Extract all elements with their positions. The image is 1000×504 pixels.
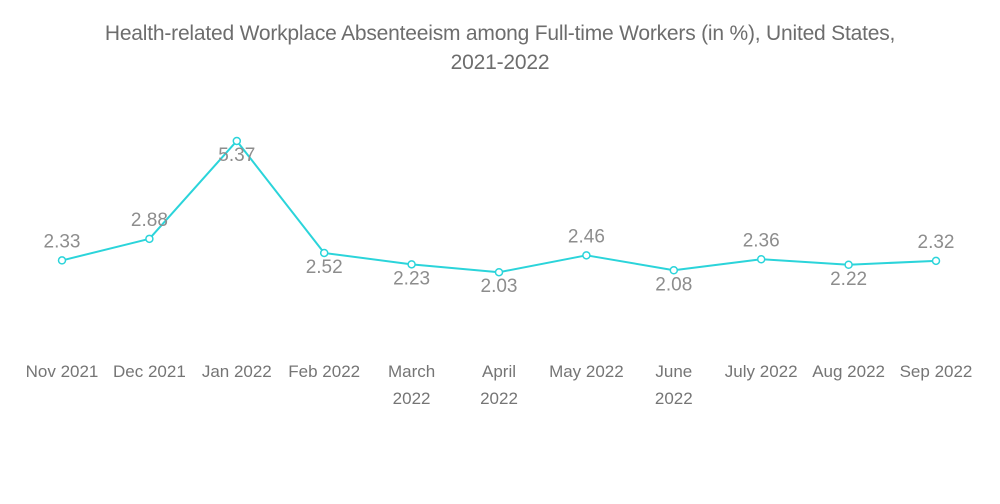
value-label-10: 2.32 [918, 232, 955, 253]
data-point-marker-7[interactable] [669, 266, 679, 275]
x-axis-label-5: April 2022 [480, 362, 518, 408]
value-label-5: 2.03 [481, 276, 518, 297]
chart-title-line1: Health-related Workplace Absenteeism amo… [104, 22, 896, 45]
x-axis-label-1: Dec 2021 [113, 362, 186, 381]
value-label-7: 2.08 [655, 274, 692, 295]
data-point-marker-1[interactable] [145, 234, 154, 244]
x-axis-label-3: Feb 2022 [288, 362, 360, 381]
x-axis-label-9: Aug 2022 [812, 362, 885, 381]
data-point-marker-0[interactable] [57, 256, 67, 265]
x-axis-label-2: Jan 2022 [202, 362, 272, 381]
data-point-marker-3[interactable] [319, 248, 329, 258]
value-label-4: 2.23 [393, 268, 430, 289]
x-axis-label-10: Sep 2022 [900, 362, 973, 381]
value-label-2: 5.37 [218, 145, 255, 166]
x-axis-label-0: Nov 2021 [26, 362, 99, 381]
value-label-1: 2.88 [131, 210, 168, 231]
data-point-marker-5[interactable] [494, 267, 504, 277]
value-label-8: 2.36 [743, 230, 780, 251]
chart-title-line2: 2021-2022 [450, 51, 550, 74]
data-point-marker-8[interactable] [756, 255, 766, 264]
x-axis-label-4: March 2022 [388, 362, 435, 408]
x-axis-label-8: July 2022 [725, 362, 798, 381]
value-label-3: 2.52 [306, 257, 343, 278]
chart-title: Health-related Workplace Absenteeism amo… [0, 19, 1000, 77]
data-point-marker-9[interactable] [844, 260, 853, 270]
x-axis-label-7: June 2022 [655, 362, 693, 408]
series-line [61, 139, 937, 274]
x-axis-label-6: May 2022 [549, 362, 624, 381]
value-label-9: 2.22 [830, 269, 867, 290]
data-point-marker-6[interactable] [582, 251, 591, 260]
data-point-marker-2[interactable] [232, 136, 242, 146]
value-label-0: 2.33 [44, 231, 81, 252]
data-point-marker-10[interactable] [931, 256, 941, 266]
data-point-marker-4[interactable] [407, 260, 416, 269]
value-label-6: 2.46 [568, 226, 605, 247]
